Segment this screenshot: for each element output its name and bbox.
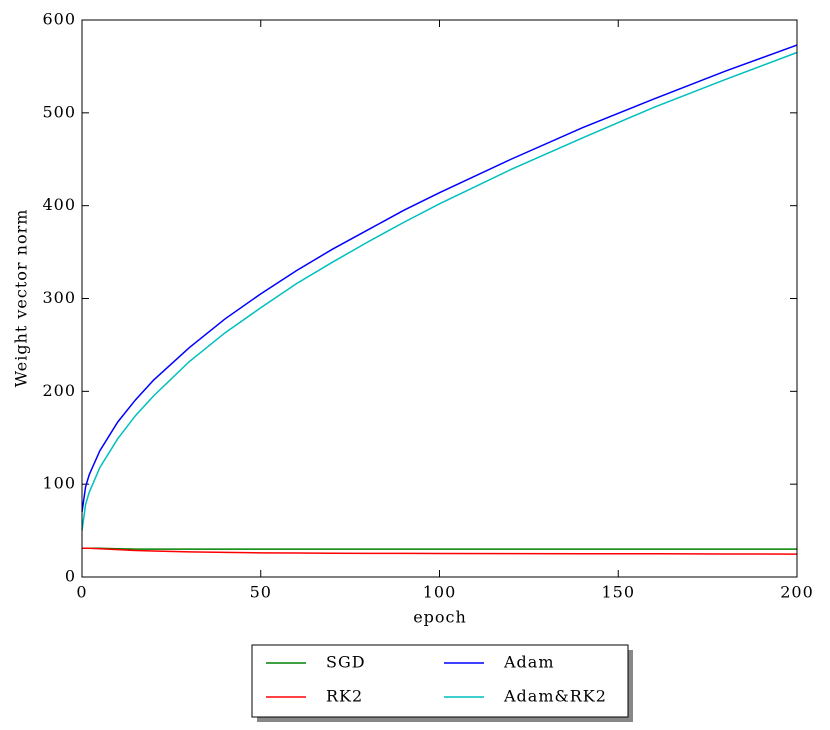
x-tick-label: 0	[76, 583, 87, 602]
legend-label: Adam	[503, 653, 555, 672]
plot-frame	[81, 19, 798, 578]
y-tick-label: 100	[42, 474, 76, 493]
x-tick-label: 100	[423, 583, 457, 602]
legend-label: SGD	[326, 653, 366, 672]
y-tick-label: 500	[42, 102, 76, 121]
series-line	[82, 547, 797, 550]
legend-box	[251, 644, 629, 718]
series-line	[81, 51, 798, 531]
x-tick-label: 200	[780, 583, 814, 602]
x-tick-label: 50	[250, 583, 272, 602]
y-axis-label: Weight vector norm	[12, 209, 31, 388]
y-tick-label: 400	[42, 195, 76, 214]
series-line	[81, 44, 798, 513]
x-tick-label: 150	[601, 583, 635, 602]
y-tick-label: 300	[42, 288, 76, 307]
legend-label: Adam&RK2	[503, 687, 607, 706]
legend-label: RK2	[326, 687, 363, 706]
y-tick-label: 0	[65, 567, 76, 586]
series-line	[82, 547, 798, 555]
y-tick-label: 600	[42, 10, 76, 29]
y-tick-label: 200	[42, 381, 76, 400]
x-axis-label: epoch	[413, 608, 467, 627]
